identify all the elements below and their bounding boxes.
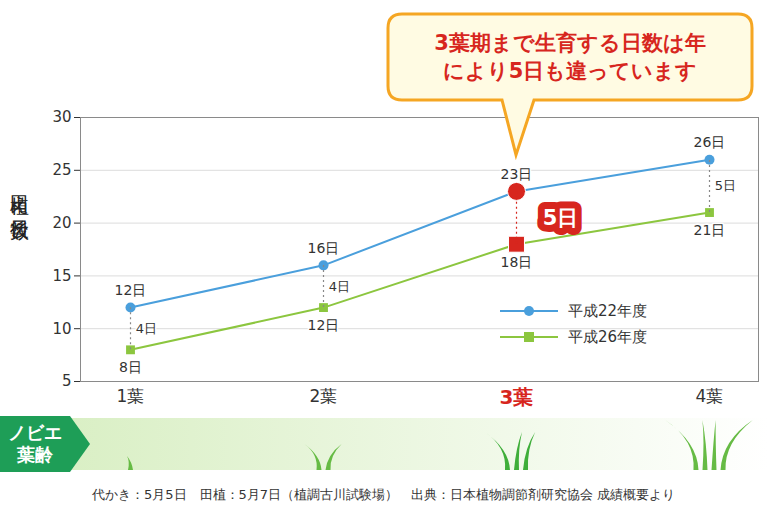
svg-text:12日: 12日 bbox=[308, 317, 340, 333]
svg-text:2葉: 2葉 bbox=[310, 386, 338, 406]
svg-text:23日: 23日 bbox=[501, 166, 533, 182]
html-text:3葉期まで生育する日数は年により5日も違っています: 3葉期まで生育する日数は年により5日も違っています bbox=[434, 30, 706, 83]
svg-text:8日: 8日 bbox=[119, 359, 142, 375]
html-text:平成26年度: 平成26年度 bbox=[568, 327, 648, 346]
svg-text:21日: 21日 bbox=[694, 222, 726, 238]
svg-text:4日: 4日 bbox=[329, 279, 350, 294]
svg-text:3葉: 3葉 bbox=[500, 385, 534, 409]
svg-text:20: 20 bbox=[52, 214, 71, 232]
html-text:ノビエ葉齢: ノビエ葉齢 bbox=[8, 422, 62, 465]
svg-text:1葉: 1葉 bbox=[117, 386, 145, 406]
svg-text:5: 5 bbox=[62, 372, 72, 390]
svg-text:30: 30 bbox=[52, 108, 71, 126]
svg-text:25: 25 bbox=[52, 161, 71, 179]
html-text:平成22年度: 平成22年度 bbox=[568, 301, 648, 320]
svg-text:12日: 12日 bbox=[115, 282, 147, 298]
svg-text:5日: 5日 bbox=[543, 206, 579, 230]
svg-text:18日: 18日 bbox=[501, 254, 533, 270]
svg-text:26日: 26日 bbox=[694, 134, 726, 150]
html-text:田植え後日数: 田植え後日数 bbox=[10, 180, 32, 208]
svg-text:16日: 16日 bbox=[308, 240, 340, 256]
svg-text:10: 10 bbox=[52, 320, 71, 338]
svg-text:4日: 4日 bbox=[136, 321, 157, 336]
svg-text:15: 15 bbox=[52, 267, 71, 285]
html-text:代かき：5月5日 田植：5月7日（植調古川試験場） 出典：日: 代かき：5月5日 田植：5月7日（植調古川試験場） 出典：日本植物調節剤研究協会… bbox=[92, 487, 676, 502]
svg-text:5日: 5日 bbox=[715, 178, 736, 193]
svg-text:4葉: 4葉 bbox=[696, 386, 724, 406]
